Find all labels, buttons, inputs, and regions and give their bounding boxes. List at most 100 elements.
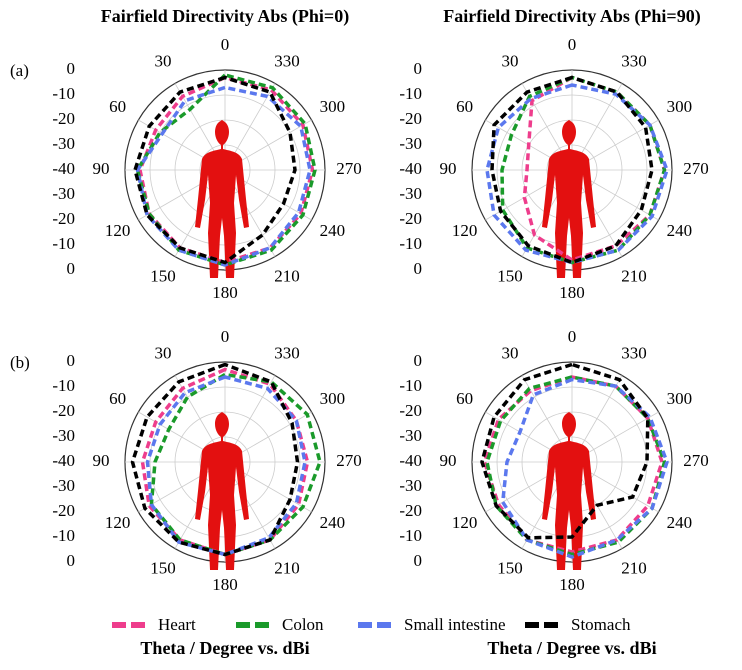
- r-tick-label: -30: [399, 476, 422, 495]
- angle-label: 0: [568, 35, 577, 54]
- series-curve: [522, 75, 667, 262]
- legend-label: Small intestine: [404, 615, 506, 634]
- r-tick-label: -30: [52, 476, 75, 495]
- body-silhouette: [195, 412, 249, 570]
- r-tick-label: -10: [399, 526, 422, 545]
- polar-chart: 0 30 60 90 120 150 180 210 240 270 300 330 -40 -30 -30…: [399, 327, 708, 658]
- r-tick-label: -40: [52, 451, 75, 470]
- r-tick-label: 0: [67, 59, 76, 78]
- angle-label: 60: [456, 97, 473, 116]
- angle-label: 330: [274, 52, 300, 71]
- r-tick-label: -30: [52, 426, 75, 445]
- series-curve: [500, 377, 669, 559]
- angle-label: 150: [150, 266, 176, 285]
- r-tick-label: -10: [52, 84, 75, 103]
- angle-label: 210: [274, 558, 300, 577]
- r-tick-label: -20: [399, 501, 422, 520]
- angle-label: 150: [497, 266, 523, 285]
- series-curve: [133, 75, 297, 265]
- angle-label: 30: [155, 52, 172, 71]
- r-tick-label: -20: [52, 209, 75, 228]
- angle-label: 270: [683, 451, 709, 470]
- r-tick-label: -20: [399, 209, 422, 228]
- axis-label: Theta / Degree vs. dBi: [487, 638, 656, 658]
- r-tick-label: -40: [399, 451, 422, 470]
- angle-label: 150: [150, 558, 176, 577]
- angle-label: 120: [452, 513, 478, 532]
- angle-label: 270: [336, 159, 362, 178]
- axis-label: Theta / Degree vs. dBi: [140, 638, 309, 658]
- r-tick-label: -40: [52, 159, 75, 178]
- r-tick-label: -10: [52, 376, 75, 395]
- r-tick-label: -20: [399, 109, 422, 128]
- series-curve: [490, 75, 654, 265]
- body-silhouette: [542, 120, 596, 278]
- r-tick-label: -30: [52, 134, 75, 153]
- chart-title: Fairfield Directivity Abs (Phi=90): [443, 6, 700, 27]
- chart-title: Fairfield Directivity Abs (Phi=0): [101, 6, 349, 27]
- angle-label: 90: [440, 159, 457, 178]
- r-tick-label: 0: [67, 259, 76, 278]
- series-curve: [485, 375, 667, 557]
- angle-label: 210: [621, 558, 647, 577]
- series-curve: [482, 375, 664, 554]
- angle-label: 300: [667, 389, 693, 408]
- angle-label: 330: [274, 344, 300, 363]
- angle-label: 120: [452, 221, 478, 240]
- angle-label: 240: [667, 513, 693, 532]
- body-silhouette: [195, 120, 249, 278]
- angle-label: 330: [621, 52, 647, 71]
- r-tick-label: 0: [414, 351, 423, 370]
- r-tick-label: -10: [52, 234, 75, 253]
- angle-label: 0: [221, 327, 230, 346]
- angle-label: 300: [320, 97, 346, 116]
- series-curve: [480, 362, 650, 540]
- r-tick-label: -30: [399, 426, 422, 445]
- legend-label: Stomach: [571, 615, 631, 634]
- r-tick-label: -10: [399, 84, 422, 103]
- angle-label: 120: [105, 513, 131, 532]
- angle-label: 120: [105, 221, 131, 240]
- angle-label: 30: [502, 344, 519, 363]
- panel-label: (b): [10, 353, 30, 372]
- r-tick-label: -20: [52, 401, 75, 420]
- angle-label: 240: [667, 221, 693, 240]
- angle-label: 60: [109, 97, 126, 116]
- polar-chart: 0 30 60 90 120 150 180 210 240 270 300 330 -40 -30 -30…: [10, 6, 362, 302]
- r-tick-label: -10: [399, 234, 422, 253]
- angle-label: 270: [336, 451, 362, 470]
- angle-label: 30: [155, 344, 172, 363]
- angle-label: 210: [621, 266, 647, 285]
- angle-label: 0: [221, 35, 230, 54]
- angle-label: 210: [274, 266, 300, 285]
- angle-label: 240: [320, 513, 346, 532]
- r-tick-label: -20: [399, 401, 422, 420]
- angle-label: 150: [497, 558, 523, 577]
- r-tick-label: -20: [52, 501, 75, 520]
- r-tick-label: 0: [414, 551, 423, 570]
- r-tick-label: -20: [52, 109, 75, 128]
- angle-label: 60: [109, 389, 126, 408]
- r-tick-label: -10: [399, 376, 422, 395]
- angle-label: 240: [320, 221, 346, 240]
- angle-label: 180: [559, 283, 585, 302]
- angle-label: 0: [568, 327, 577, 346]
- polar-chart: 0 30 60 90 120 150 180 210 240 270 300 330 -40 -30 -30…: [399, 6, 708, 302]
- r-tick-label: 0: [67, 551, 76, 570]
- angle-label: 330: [621, 344, 647, 363]
- angle-label: 180: [212, 575, 238, 594]
- body-silhouette: [542, 412, 596, 570]
- angle-label: 90: [93, 451, 110, 470]
- panel-label: (a): [10, 61, 29, 80]
- angle-label: 30: [502, 52, 519, 71]
- angle-label: 60: [456, 389, 473, 408]
- polar-chart: 0 30 60 90 120 150 180 210 240 270 300 330 -40 -30 -30…: [10, 327, 362, 658]
- angle-label: 90: [440, 451, 457, 470]
- series-curve: [485, 83, 669, 265]
- r-tick-label: -30: [399, 134, 422, 153]
- angle-label: 180: [559, 575, 585, 594]
- legend-label: Heart: [158, 615, 196, 634]
- series-curve: [135, 85, 312, 267]
- legend-label: Colon: [282, 615, 324, 634]
